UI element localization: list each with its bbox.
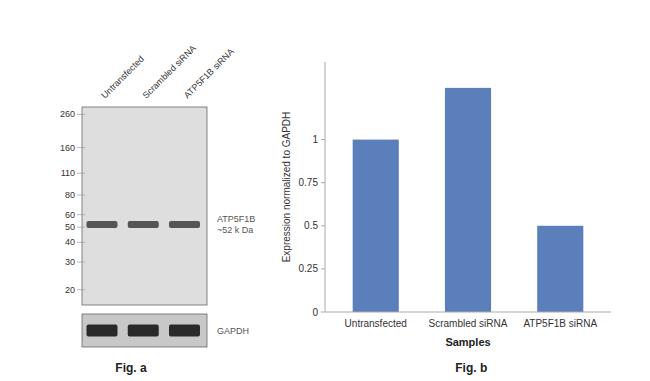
mw-tick — [77, 214, 85, 215]
gapdh-strip — [82, 314, 207, 347]
bars — [353, 88, 584, 312]
band — [169, 221, 200, 228]
gel — [82, 107, 207, 305]
mw-label: 30 — [65, 257, 75, 267]
annotation-line: ~52 k Da — [217, 225, 253, 235]
x-tick-label: ATP5F1B siRNA — [523, 318, 597, 329]
mw-tick — [77, 262, 85, 263]
x-axis — [325, 312, 611, 313]
y-tick — [321, 182, 325, 183]
mw-tick — [77, 114, 85, 115]
lane-label: ATP5F1B siRNA — [182, 46, 236, 100]
mw-label: 40 — [65, 237, 75, 247]
mw-label: 110 — [61, 168, 75, 178]
gapdh-band — [87, 325, 118, 337]
y-tick-label: 0.25 — [299, 263, 319, 274]
band — [128, 221, 159, 228]
mw-tick — [77, 147, 85, 148]
mw-label: 160 — [60, 143, 75, 153]
mw-tick — [77, 227, 85, 228]
panel-label: Fig. b — [455, 361, 487, 375]
y-tick-label: 1 — [312, 134, 318, 145]
figure: 260 160 110 80 60 50 40 30 20 ATP5F1B~52 k Da GAPD… — [0, 0, 650, 381]
x-tick-label: Untransfected — [345, 318, 407, 329]
annotation-line: ATP5F1B — [217, 214, 255, 224]
y-tick-label: 0 — [312, 307, 318, 318]
annotation-line: GAPDH — [217, 326, 249, 336]
y-axis-label: Expression normalized to GAPDH — [281, 112, 292, 263]
x-axis-label: Samples — [445, 336, 490, 348]
mw-label: 60 — [65, 210, 75, 220]
mw-tick — [77, 173, 85, 174]
band — [87, 221, 118, 228]
lane-label: Untransfected — [99, 54, 146, 101]
mw-label: 50 — [65, 222, 75, 232]
bar — [537, 226, 583, 312]
bar — [353, 140, 399, 312]
bar-panel: 0 0.25 0.5 0.75 1 Untransfected Scrambled siRN… — [281, 62, 611, 375]
x-tick-label: Scrambled siRNA — [429, 318, 508, 329]
annotation: ATP5F1B~52 k Da — [217, 214, 255, 235]
y-tick — [321, 139, 325, 140]
mw-tick — [77, 242, 85, 243]
y-tick — [321, 268, 325, 269]
mw-tick — [77, 289, 85, 290]
y-axis — [325, 62, 326, 312]
mw-label: 20 — [65, 285, 75, 295]
mw-tick — [77, 195, 85, 196]
bar — [445, 88, 491, 312]
y-tick — [321, 225, 325, 226]
mw-label: 80 — [65, 190, 75, 200]
panel-label: Fig. a — [115, 361, 147, 375]
gapdh-band — [169, 325, 200, 337]
y-tick — [321, 312, 325, 313]
gapdh-band — [128, 325, 159, 337]
y-tick-label: 0.75 — [299, 177, 319, 188]
y-tick-label: 0.5 — [304, 220, 318, 231]
annotation: GAPDH — [217, 326, 249, 336]
blot-panel: 260 160 110 80 60 50 40 30 20 ATP5F1B~52 k Da GAPD… — [60, 43, 255, 375]
mw-label: 260 — [60, 109, 75, 119]
